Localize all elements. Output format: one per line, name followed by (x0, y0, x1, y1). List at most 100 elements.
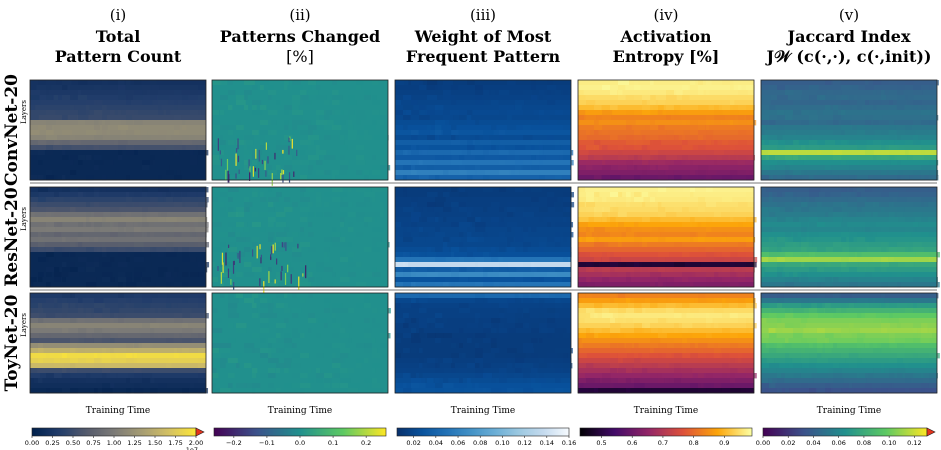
noise-streak (602, 197, 607, 203)
noise-streak (761, 303, 770, 309)
noise-streak (467, 110, 473, 116)
noise-streak (220, 135, 224, 141)
noise-streak (94, 135, 103, 141)
noise-streak (46, 110, 56, 116)
noise-streak (427, 95, 438, 101)
noise-streak (46, 388, 50, 394)
noise-streak (475, 85, 483, 91)
noise-streak (610, 262, 621, 268)
noise-streak (300, 140, 312, 146)
noise-streak (118, 242, 128, 248)
noise-streak (666, 212, 677, 218)
noise-streak (801, 170, 807, 176)
noise-streak (316, 95, 327, 101)
noise-streak (110, 373, 117, 379)
noise-streak (913, 227, 917, 233)
noise-streak (499, 155, 507, 161)
noise-streak (276, 100, 281, 106)
noise-streak (364, 333, 372, 339)
noise-streak (761, 135, 768, 141)
noise-streak (190, 222, 194, 228)
noise-streak (372, 242, 377, 248)
noise-streak (857, 187, 866, 193)
noise-streak (769, 272, 780, 278)
noise-streak (158, 100, 168, 106)
noise-streak (475, 222, 486, 228)
noise-streak (929, 328, 933, 334)
noise-streak (62, 150, 66, 156)
column-title-line: Activation (619, 27, 711, 46)
noise-streak (746, 212, 750, 218)
noise-streak (150, 95, 157, 101)
noise-streak (411, 348, 417, 354)
noise-streak (563, 160, 574, 166)
noise-streak (30, 368, 38, 374)
noise-streak (284, 227, 290, 233)
noise-streak (126, 313, 136, 319)
noise-streak (435, 368, 444, 374)
noise-streak (833, 313, 844, 319)
noise-streak (722, 328, 731, 334)
noise-streak (292, 80, 301, 86)
layer-band (212, 272, 388, 278)
noise-streak (690, 313, 695, 319)
noise-streak (435, 227, 441, 233)
change-spike (237, 155, 240, 163)
noise-streak (889, 125, 896, 131)
noise-streak (618, 313, 625, 319)
noise-streak (642, 368, 648, 374)
noise-streak (459, 257, 465, 263)
noise-streak (698, 90, 704, 96)
change-spike (270, 256, 272, 261)
noise-streak (190, 197, 201, 203)
noise-streak (547, 95, 552, 101)
noise-streak (563, 125, 571, 131)
change-spike (217, 138, 219, 151)
noise-streak (714, 318, 719, 324)
noise-streak (610, 160, 618, 166)
noise-streak (411, 227, 417, 233)
noise-streak (833, 293, 840, 299)
noise-streak (714, 212, 722, 218)
noise-streak (905, 363, 909, 369)
noise-streak (110, 222, 114, 228)
colorbar-tick-label: 0.75 (86, 439, 100, 447)
noise-streak (244, 222, 248, 228)
noise-streak (563, 145, 570, 151)
noise-streak (610, 217, 616, 223)
noise-streak (356, 110, 365, 116)
noise-streak (102, 383, 112, 389)
noise-streak (198, 222, 209, 228)
noise-streak (865, 242, 870, 248)
noise-streak (769, 343, 775, 349)
noise-streak (738, 202, 748, 208)
noise-streak (658, 202, 662, 208)
noise-streak (730, 262, 735, 268)
noise-streak (801, 373, 812, 379)
noise-streak (142, 217, 147, 223)
noise-streak (642, 155, 651, 161)
noise-streak (467, 247, 478, 253)
noise-streak (62, 353, 67, 359)
noise-streak (761, 378, 769, 384)
noise-streak (475, 358, 483, 364)
noise-streak (634, 328, 645, 334)
noise-streak (284, 282, 289, 288)
noise-streak (769, 120, 776, 126)
noise-streak (682, 328, 689, 334)
noise-streak (395, 303, 401, 309)
noise-streak (459, 353, 466, 359)
noise-streak (142, 90, 148, 96)
noise-streak (761, 130, 765, 136)
noise-streak (881, 140, 886, 146)
layer-band (30, 160, 206, 166)
noise-streak (761, 272, 765, 278)
noise-streak (54, 277, 61, 283)
noise-streak (102, 105, 107, 111)
noise-streak (228, 383, 233, 389)
noise-streak (86, 338, 94, 344)
noise-streak (690, 85, 698, 91)
noise-streak (340, 197, 344, 203)
noise-streak (555, 145, 561, 151)
noise-streak (849, 388, 855, 394)
